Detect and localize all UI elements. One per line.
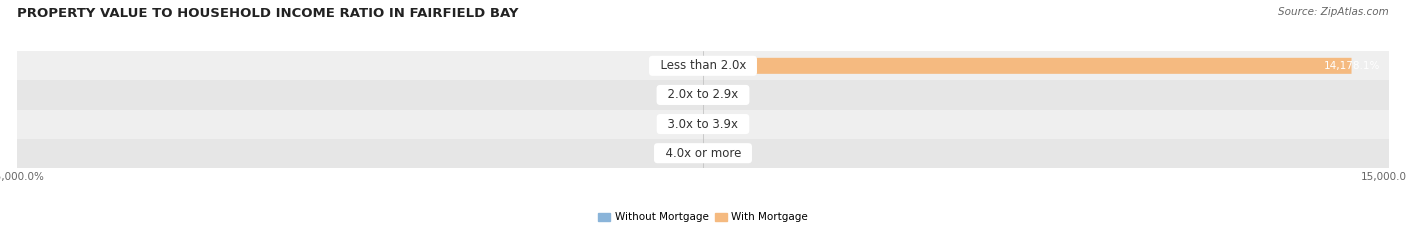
Bar [17, 110, 1389, 139]
Text: 31.4%: 31.4% [709, 90, 742, 100]
Bar [17, 80, 1389, 110]
Text: PROPERTY VALUE TO HOUSEHOLD INCOME RATIO IN FAIRFIELD BAY: PROPERTY VALUE TO HOUSEHOLD INCOME RATIO… [17, 7, 519, 20]
Text: 2.0x to 2.9x: 2.0x to 2.9x [661, 89, 745, 101]
Text: 4.0x or more: 4.0x or more [658, 147, 748, 160]
Text: 20.6%: 20.6% [709, 148, 741, 158]
Bar [17, 139, 1389, 168]
Text: 52.4%: 52.4% [662, 61, 696, 71]
Text: Less than 2.0x: Less than 2.0x [652, 59, 754, 72]
FancyBboxPatch shape [703, 87, 704, 103]
FancyBboxPatch shape [703, 58, 1351, 74]
Text: 12.9%: 12.9% [665, 119, 697, 129]
Text: 14,178.1%: 14,178.1% [1323, 61, 1379, 71]
Text: 3.0x to 3.9x: 3.0x to 3.9x [661, 118, 745, 130]
Legend: Without Mortgage, With Mortgage: Without Mortgage, With Mortgage [593, 208, 813, 227]
FancyBboxPatch shape [700, 58, 703, 74]
Text: 21.9%: 21.9% [664, 148, 697, 158]
Text: Source: ZipAtlas.com: Source: ZipAtlas.com [1278, 7, 1389, 17]
Text: 27.6%: 27.6% [709, 119, 742, 129]
Text: 12.4%: 12.4% [665, 90, 697, 100]
Bar [17, 51, 1389, 80]
